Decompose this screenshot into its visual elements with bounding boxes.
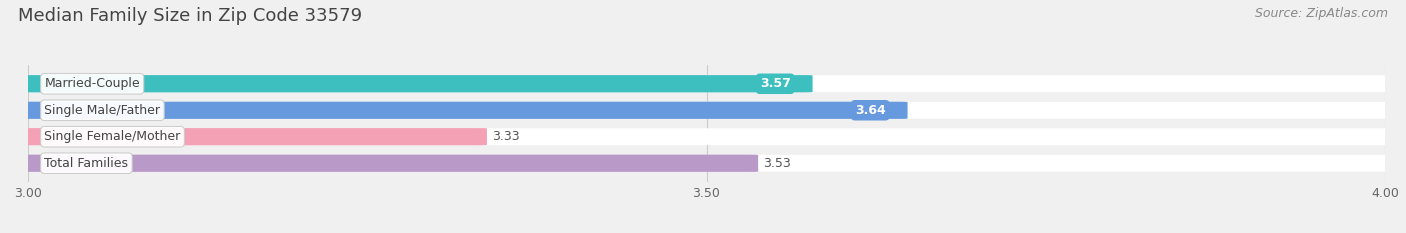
FancyBboxPatch shape	[17, 155, 758, 172]
FancyBboxPatch shape	[17, 75, 813, 92]
FancyBboxPatch shape	[17, 155, 758, 172]
FancyBboxPatch shape	[17, 128, 1396, 145]
FancyBboxPatch shape	[17, 102, 907, 119]
FancyBboxPatch shape	[17, 155, 1396, 172]
Text: 3.53: 3.53	[763, 157, 792, 170]
Text: Single Female/Mother: Single Female/Mother	[45, 130, 180, 143]
FancyBboxPatch shape	[17, 75, 813, 92]
Text: Total Families: Total Families	[45, 157, 128, 170]
FancyBboxPatch shape	[17, 75, 1396, 92]
Text: 3.57: 3.57	[759, 77, 790, 90]
Text: 3.64: 3.64	[855, 104, 886, 117]
FancyBboxPatch shape	[17, 102, 907, 119]
Text: Median Family Size in Zip Code 33579: Median Family Size in Zip Code 33579	[18, 7, 363, 25]
FancyBboxPatch shape	[17, 128, 486, 145]
FancyBboxPatch shape	[17, 128, 486, 145]
Text: Source: ZipAtlas.com: Source: ZipAtlas.com	[1254, 7, 1388, 20]
FancyBboxPatch shape	[17, 102, 1396, 119]
Text: Single Male/Father: Single Male/Father	[45, 104, 160, 117]
Text: Married-Couple: Married-Couple	[45, 77, 141, 90]
Text: 3.33: 3.33	[492, 130, 520, 143]
